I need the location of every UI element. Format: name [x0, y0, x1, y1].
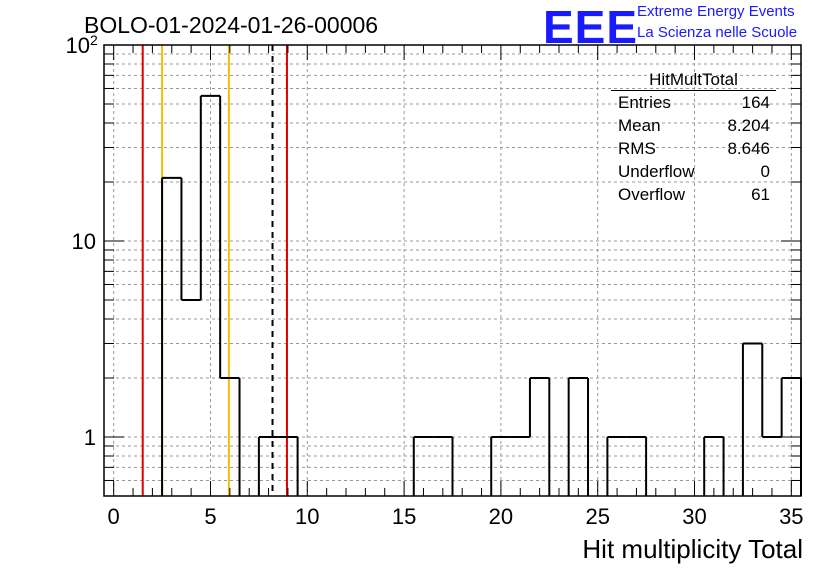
- histogram-bin: [528, 376, 550, 437]
- stats-value: 8.204: [727, 116, 770, 135]
- stats-label: Mean: [618, 116, 661, 135]
- histogram-bin: [161, 176, 182, 496]
- stats-label: Overflow: [618, 185, 686, 204]
- x-tick-label: 0: [108, 504, 120, 529]
- reference-lines: [141, 45, 288, 496]
- histogram-bin: [199, 94, 221, 301]
- histogram-bin: [567, 376, 589, 496]
- x-axis-title: Hit multiplicity Total: [582, 534, 803, 564]
- histogram-bin: [412, 435, 434, 496]
- stats-title: HitMultTotal: [611, 70, 776, 91]
- histogram-bin: [741, 342, 763, 496]
- x-tick-label: 30: [682, 504, 706, 529]
- histogram-bin: [761, 343, 782, 438]
- stats-label: Underflow: [618, 162, 695, 181]
- x-tick-label: 10: [295, 504, 319, 529]
- y-tick-label-exponent: 2: [90, 32, 98, 48]
- stats-value: 8.646: [727, 139, 770, 158]
- stats-row-underflow: Underflow 0: [611, 160, 776, 183]
- stats-value: 0: [760, 162, 770, 181]
- logo-subtitle-line1: Extreme Energy Events: [637, 3, 795, 20]
- histogram-bin: [219, 95, 240, 379]
- x-tick-label: 15: [392, 504, 416, 529]
- stats-row-overflow: Overflow 61: [611, 183, 776, 206]
- stats-label: RMS: [618, 139, 656, 158]
- stats-row-rms: RMS 8.646: [611, 137, 776, 160]
- stats-row-entries: Entries 164: [611, 91, 776, 114]
- stats-label: Entries: [618, 93, 671, 112]
- x-tick-label: 20: [489, 504, 513, 529]
- stats-row-mean: Mean 8.204: [611, 114, 776, 137]
- x-tick-label: 5: [204, 504, 216, 529]
- x-tick-label: 35: [779, 504, 803, 529]
- y-tick-label: 10: [72, 229, 96, 254]
- histogram-bin: [606, 435, 627, 496]
- histogram-bin: [490, 435, 511, 496]
- histogram-bin: [257, 435, 279, 496]
- x-tick-label: 25: [585, 504, 609, 529]
- stats-value: 164: [741, 93, 770, 112]
- plot-frame: [103, 44, 802, 497]
- logo-subtitle-line2: La Scienza nelle Scuole: [637, 24, 798, 41]
- chart-title: BOLO-01-2024-01-26-00006: [84, 12, 379, 38]
- stats-box: HitMultTotal Entries 164 Mean 8.204 RMS …: [611, 70, 776, 206]
- y-tick-label: 10: [66, 33, 90, 58]
- histogram-bin: [180, 177, 201, 302]
- y-tick-label: 1: [84, 425, 96, 450]
- eee-logo: EEE: [543, 1, 639, 53]
- histogram-bin: [703, 435, 724, 496]
- stats-value: 61: [751, 185, 770, 204]
- histogram-bars: [161, 94, 802, 496]
